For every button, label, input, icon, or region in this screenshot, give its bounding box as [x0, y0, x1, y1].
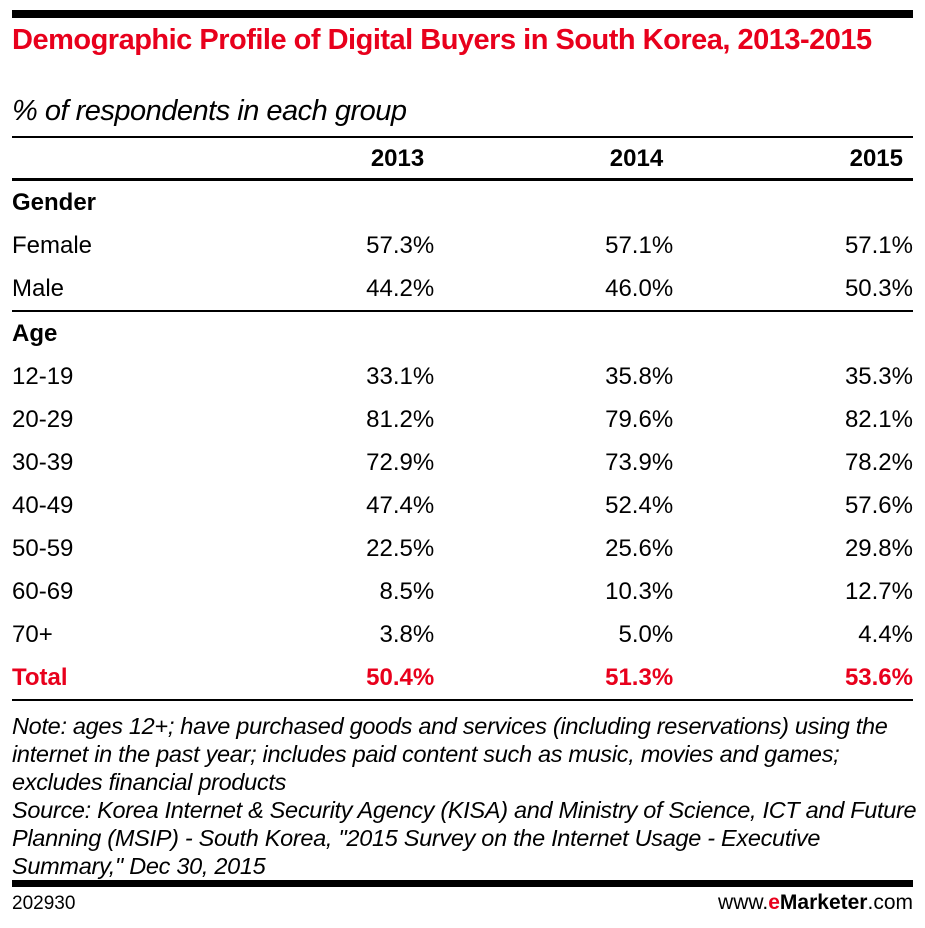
table-row: 20-29 81.2% 79.6% 82.1%: [12, 398, 913, 441]
cell-value: 72.9%: [366, 448, 435, 476]
section-label: Age: [12, 319, 58, 347]
total-value: 50.4%: [240, 656, 435, 701]
total-value: 51.3%: [434, 656, 674, 701]
cell-value: 33.1%: [366, 362, 435, 390]
table-row: 30-39 72.9% 73.9% 78.2%: [12, 441, 913, 484]
cell-value: 25.6%: [605, 534, 674, 562]
table-row: 12-19 33.1% 35.8% 35.3%: [12, 355, 913, 398]
total-row: Total 50.4% 51.3% 53.6%: [12, 656, 913, 701]
cell-value: 81.2%: [366, 405, 435, 433]
cell-value: 78.2%: [844, 448, 913, 476]
table-row: Female 57.3% 57.1% 57.1%: [12, 224, 913, 267]
footer-rule: [12, 880, 913, 887]
source-text: Source: Korea Internet & Security Agency…: [12, 797, 917, 879]
cell-value: 52.4%: [605, 491, 674, 519]
row-label: Female: [12, 231, 93, 259]
cell-value: 46.0%: [434, 267, 674, 312]
cell-value: 79.6%: [605, 405, 674, 433]
chart-title: Demographic Profile of Digital Buyers in…: [12, 24, 872, 56]
column-header: 2013: [240, 139, 435, 181]
cell-value: 57.3%: [366, 231, 435, 259]
cell-value: 57.1%: [844, 231, 913, 259]
cell-value: 44.2%: [240, 267, 435, 312]
cell-value: 35.3%: [844, 362, 913, 390]
cell-value: 57.1%: [605, 231, 674, 259]
brand-suffix: .com: [867, 891, 913, 914]
cell-value: 57.6%: [844, 491, 913, 519]
row-label: 70+: [12, 620, 53, 648]
total-value: 53.6%: [673, 656, 913, 701]
cell-value: 47.4%: [366, 491, 435, 519]
cell-value: 8.5%: [379, 577, 435, 605]
section-label: Gender: [12, 188, 97, 216]
chart-id: 202930: [12, 893, 76, 914]
column-header: 2015: [673, 139, 913, 181]
cell-value: 10.3%: [605, 577, 674, 605]
chart-subtitle: % of respondents in each group: [12, 95, 407, 127]
section-row: Age: [12, 311, 913, 355]
table-row: 70+ 3.8% 5.0% 4.4%: [12, 613, 913, 656]
table-row: 60-69 8.5% 10.3% 12.7%: [12, 570, 913, 613]
row-label: 30-39: [12, 448, 74, 476]
brand-e: e: [768, 891, 780, 914]
header-row: 2013 2014 2015: [12, 139, 913, 181]
brand-prefix: www.: [718, 891, 769, 914]
cell-value: 82.1%: [844, 405, 913, 433]
emarketer-logo[interactable]: www.eMarketer.com: [718, 891, 913, 915]
total-label: Total: [12, 656, 241, 701]
row-label: 50-59: [12, 534, 74, 562]
cell-value: 12.7%: [844, 577, 913, 605]
row-label: 12-19: [12, 362, 74, 390]
row-label: 60-69: [12, 577, 74, 605]
cell-value: 35.8%: [605, 362, 674, 390]
data-table: 2013 2014 2015 Gender Female 57.3% 57.1% 57.1%…: [12, 139, 913, 701]
section-row: Gender: [12, 180, 913, 225]
notes: Note: ages 12+; have purchased goods and…: [12, 712, 917, 880]
row-label: Male: [12, 267, 241, 312]
header-rule: [12, 136, 913, 138]
cell-value: 5.0%: [618, 620, 674, 648]
cell-value: 22.5%: [366, 534, 435, 562]
table-row: Male 44.2% 46.0% 50.3%: [12, 267, 913, 312]
cell-value: 29.8%: [844, 534, 913, 562]
cell-value: 73.9%: [605, 448, 674, 476]
row-label: 20-29: [12, 405, 74, 433]
table-row: 40-49 47.4% 52.4% 57.6%: [12, 484, 913, 527]
row-label: 40-49: [12, 491, 74, 519]
cell-value: 50.3%: [673, 267, 913, 312]
header-blank: [12, 139, 241, 181]
note-text: Note: ages 12+; have purchased goods and…: [12, 713, 888, 795]
brand-name: Marketer: [779, 891, 868, 914]
table-row: 50-59 22.5% 25.6% 29.8%: [12, 527, 913, 570]
top-rule: [12, 10, 913, 18]
cell-value: 4.4%: [858, 620, 913, 648]
column-header: 2014: [434, 139, 674, 181]
cell-value: 3.8%: [379, 620, 435, 648]
